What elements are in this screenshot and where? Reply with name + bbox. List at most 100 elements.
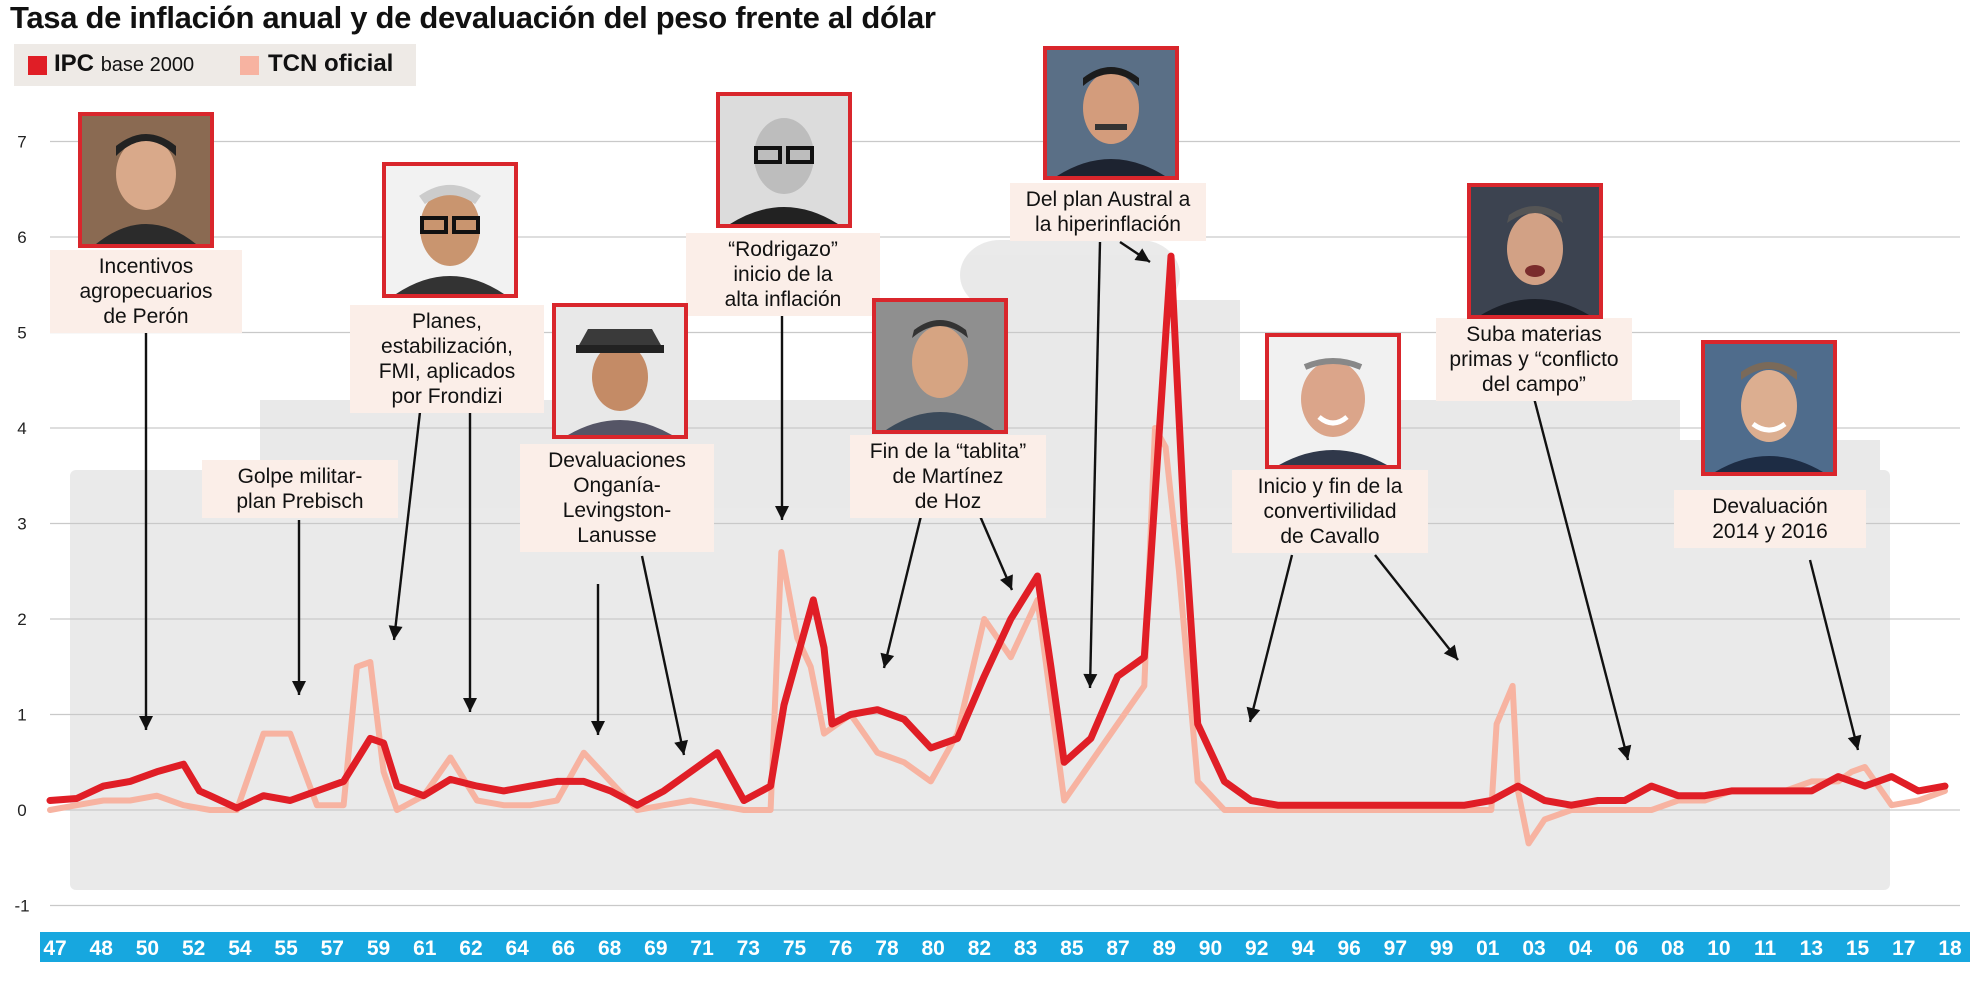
note-line: plan Prebisch [236,490,364,513]
note-line: la hiperinflación [1035,213,1181,236]
portrait-cavallo-icon [1265,333,1401,469]
x-tick-label: 78 [875,937,899,960]
note-line: Golpe militar- [237,465,363,488]
note-line: Levingston- [562,499,672,522]
y-axis-ticks: -1 0 1 2 3 4 5 6 7 [14,133,29,916]
x-tick-label: 94 [1291,937,1315,960]
arrow-head [463,698,477,712]
x-tick-label: 03 [1522,937,1545,960]
arrow-head [388,625,403,640]
portrait-martinez-de-hoz-icon [872,298,1008,434]
portrait-kirchner-icon [1467,183,1603,319]
arrow-line [392,411,422,641]
x-tick-label: 87 [1106,937,1129,960]
x-tick-label: 50 [136,937,159,960]
x-tick-label: 54 [228,937,252,960]
note-cavallo: Inicio y fin de la convertivilidad de Ca… [1232,470,1428,553]
x-tick-label: 62 [459,937,482,960]
arrow-head [292,681,306,695]
x-tick-label: 92 [1245,937,1268,960]
note-rodrigazo: “Rodrigazo” inicio de la alta inflación [686,233,880,316]
legend-swatch-tcn [240,56,259,75]
x-tick-label: 13 [1800,937,1823,960]
y-tick-label: 0 [17,801,26,820]
y-tick-label: -1 [14,897,29,916]
legend-label-tcn: TCN oficial [268,50,393,78]
arrow-head [1000,574,1013,590]
y-tick-label: 7 [17,133,26,152]
series-layer [46,252,1949,847]
y-tick-label: 2 [17,610,26,629]
note-line: de Hoz [914,490,982,513]
note-line: agropecuarios [79,280,213,303]
x-tick-label: 90 [1199,937,1222,960]
portrait-macri-icon [1701,340,1837,476]
legend-swatch-ipc [28,56,47,75]
annotation-arrows [139,241,1862,761]
note-line: de Martínez [892,465,1004,488]
x-tick-label: 04 [1569,937,1593,960]
note-austral: Del plan Austral a la hiperinflación [1010,183,1206,241]
legend-ipc-strong: IPC [54,50,95,77]
y-tick-label: 6 [17,228,26,247]
x-tick-label: 80 [921,937,944,960]
x-tick-label: 66 [552,937,575,960]
x-tick-label: 55 [274,937,298,960]
y-tick-label: 4 [17,419,26,438]
x-tick-label: 99 [1430,937,1453,960]
note-peron: Incentivos agropecuarios de Perón [50,250,242,333]
note-line: 2014 y 2016 [1712,520,1828,543]
series-line-ipc [46,252,1949,812]
x-tick-label: 11 [1754,937,1777,960]
note-line: Lanusse [577,524,657,547]
arrow-head [775,506,789,520]
note-line: Inicio y fin de la [1257,475,1403,498]
x-tick-label: 10 [1707,937,1730,960]
note-line: por Frondizi [391,385,503,408]
x-tick-label: 64 [506,937,530,960]
note-campo: Suba materias primas y “conflicto del ca… [1436,318,1632,401]
y-tick-label: 5 [17,324,26,343]
note-line: del campo” [1482,373,1586,396]
x-tick-label: 48 [90,937,114,960]
arrow-line [1374,554,1459,661]
x-tick-label: 01 [1476,937,1500,960]
arrow-head [1443,644,1458,660]
note-ongania: Devaluaciones Onganía- Levingston- Lanus… [520,444,714,552]
portrait-peron-icon [78,112,214,248]
note-line: Onganía- [573,474,661,497]
note-devaluacion: Devaluación 2014 y 2016 [1674,490,1866,548]
legend-label-ipc: IPC base 2000 [54,50,194,78]
arrow-line [1248,554,1294,723]
arrow-head [1847,734,1862,750]
arrow-head [139,716,153,730]
x-tick-label: 47 [43,937,66,960]
arrow-head [674,739,688,755]
portrait-lanusse-icon [552,303,688,439]
x-tick-label: 52 [182,937,205,960]
arrow-line [1808,559,1860,751]
x-tick-label: 85 [1060,937,1084,960]
y-tick-label: 1 [17,706,26,725]
note-line: Devaluación [1712,495,1828,518]
arrow-line [882,515,923,669]
legend-tcn: TCN oficial [268,50,394,77]
note-line: FMI, aplicados [378,360,516,383]
note-line: Fin de la “tablita” [869,440,1027,463]
x-tick-label: 17 [1892,937,1915,960]
note-line: de Cavallo [1280,525,1380,548]
x-tick-label: 61 [413,937,437,960]
x-axis-band [40,932,1970,962]
x-tick-label: 57 [321,937,344,960]
arrow-head [1246,706,1261,722]
arrow-line [1088,241,1102,689]
x-tick-label: 69 [644,937,667,960]
note-line: alta inflación [724,288,842,311]
arrow-line [640,555,686,756]
arrow-head [1617,744,1632,760]
note-line: inicio de la [733,263,833,286]
arrow-line [1532,397,1630,761]
note-prebisch: Golpe militar- plan Prebisch [202,460,398,518]
note-line: Devaluaciones [548,449,686,472]
x-axis-ticks: 47 48 50 52 54 55 57 59 61 62 64 66 68 69 71 73 75 76 78 80… [43,937,1962,960]
